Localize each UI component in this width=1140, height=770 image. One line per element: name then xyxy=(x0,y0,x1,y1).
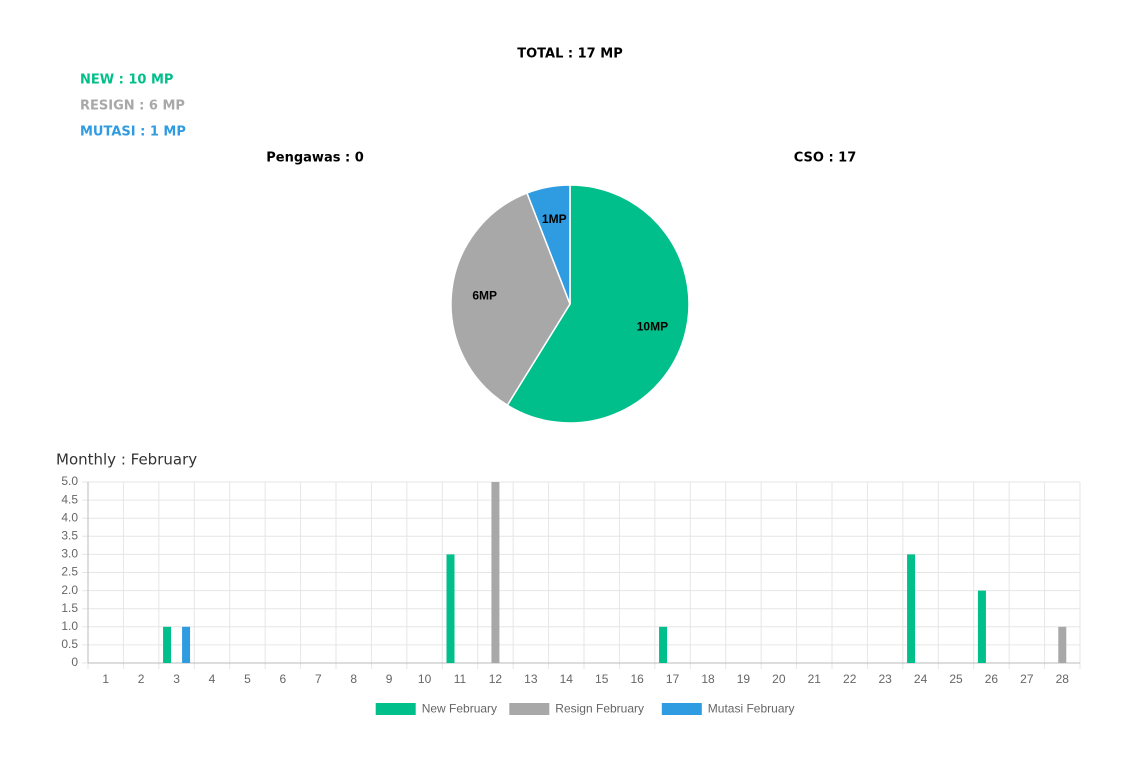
pie-slice xyxy=(506,184,690,424)
x-tick-label: 22 xyxy=(843,672,857,686)
summary-resign: RESIGN : 6 MP xyxy=(80,99,185,114)
group-label: CSO : 17 xyxy=(794,151,857,166)
x-tick-label: 19 xyxy=(737,672,751,686)
x-tick-label: 12 xyxy=(489,672,503,686)
x-tick-label: 7 xyxy=(315,672,322,686)
x-tick-label: 25 xyxy=(949,672,963,686)
x-tick-label: 1 xyxy=(102,672,109,686)
total-label: TOTAL : 17 MP xyxy=(517,47,622,62)
bar xyxy=(1058,626,1067,663)
x-tick-label: 2 xyxy=(138,672,145,686)
chart-title: Monthly : February xyxy=(56,451,197,469)
legend-label: Resign February xyxy=(555,702,644,716)
slice-label: 6MP xyxy=(472,288,497,302)
bar xyxy=(182,626,191,663)
x-tick-label: 3 xyxy=(173,672,180,686)
x-tick-label: 17 xyxy=(666,672,680,686)
y-tick-label: 1.0 xyxy=(61,619,78,633)
x-tick-label: 11 xyxy=(454,672,467,686)
bar xyxy=(446,554,455,663)
x-tick-label: 13 xyxy=(524,672,538,686)
summary-mutasi: MUTASI : 1 MP xyxy=(80,125,186,140)
bar xyxy=(163,626,172,663)
bar xyxy=(977,590,986,663)
legend-label: New February xyxy=(422,702,497,716)
x-tick-label: 4 xyxy=(209,672,216,686)
y-tick-label: 3.5 xyxy=(61,528,78,542)
x-tick-label: 27 xyxy=(1020,672,1034,686)
legend-swatch xyxy=(375,703,416,715)
slice-label: 10MP xyxy=(637,320,668,334)
pie-slice xyxy=(526,184,571,305)
y-tick-label: 4.5 xyxy=(61,492,78,506)
x-tick-label: 21 xyxy=(808,672,822,686)
legend-label: Mutasi February xyxy=(708,702,795,716)
x-tick-label: 23 xyxy=(878,672,892,686)
x-tick-label: 16 xyxy=(630,672,644,686)
y-tick-label: 1.5 xyxy=(61,601,78,615)
y-tick-label: 4.0 xyxy=(61,510,78,524)
x-tick-label: 28 xyxy=(1056,672,1070,686)
legend-swatch xyxy=(509,703,550,715)
x-tick-label: 24 xyxy=(914,672,928,686)
y-tick-label: 3.0 xyxy=(61,547,78,561)
group-label: Pengawas : 0 xyxy=(266,151,364,166)
x-tick-label: 10 xyxy=(418,672,432,686)
y-tick-label: 2.5 xyxy=(61,565,78,579)
y-tick-label: 0 xyxy=(71,655,78,669)
x-tick-label: 5 xyxy=(244,672,251,686)
slice-label: 1MP xyxy=(542,212,567,226)
bar xyxy=(659,626,668,663)
y-tick-label: 2.0 xyxy=(61,583,78,597)
y-tick-label: 5.0 xyxy=(61,474,78,488)
legend-swatch xyxy=(661,703,702,715)
x-tick-label: 8 xyxy=(350,672,357,686)
y-tick-label: 0.5 xyxy=(61,637,78,651)
bar xyxy=(907,554,916,663)
x-tick-label: 26 xyxy=(985,672,999,686)
x-tick-label: 9 xyxy=(386,672,393,686)
x-tick-label: 6 xyxy=(280,672,287,686)
bar xyxy=(491,482,500,663)
x-tick-label: 20 xyxy=(772,672,786,686)
x-tick-label: 18 xyxy=(701,672,715,686)
pie-slice xyxy=(450,192,571,407)
x-tick-label: 15 xyxy=(595,672,609,686)
summary-new: NEW : 10 MP xyxy=(80,73,173,88)
x-tick-label: 14 xyxy=(560,672,574,686)
